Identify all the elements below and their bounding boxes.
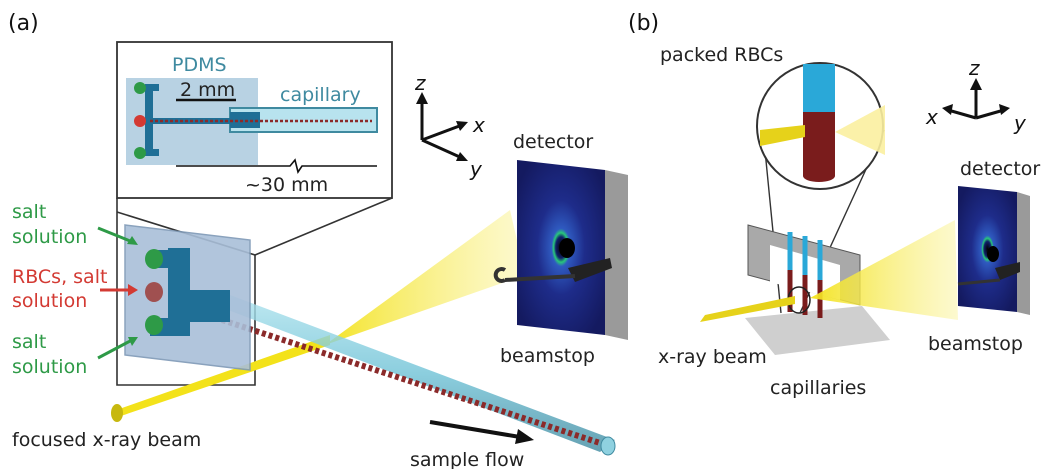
pdms-chip: [124, 224, 251, 371]
inset-box: PDMS 2 mm capillary ~30 mm: [116, 41, 393, 199]
flow-arrow: [429, 420, 521, 439]
capillaries-label: capillaries: [770, 377, 866, 399]
detector-a-label: detector: [513, 131, 593, 153]
detector-b: [957, 186, 1030, 315]
sample-holder: [745, 224, 890, 355]
detector-a: [493, 160, 628, 340]
inlet-bottom-label-2: solution: [12, 356, 87, 378]
inlet-top-label-1: salt: [12, 201, 46, 223]
beamstop-b-label: beamstop: [928, 333, 1023, 355]
inlet-middle-label-2: solution: [12, 290, 87, 312]
inlet-bottom-arrow: [97, 338, 133, 360]
incident-beam: [115, 335, 330, 418]
inlet-top-arrow: [97, 226, 136, 245]
pdms-label: PDMS: [172, 54, 227, 76]
scale-label: 2 mm: [180, 79, 235, 101]
panel-b-label: (b): [628, 11, 659, 36]
beam-b-label: x-ray beam: [658, 346, 767, 368]
inset-inlet-green-bottom: [134, 147, 146, 159]
length-bar: [176, 158, 377, 174]
beamstop-a-label: beamstop: [500, 345, 595, 367]
beam-b: [700, 296, 795, 322]
axis-b-y: y: [1013, 111, 1027, 135]
inlet-bottom-label-1: salt: [12, 331, 46, 353]
packed-label: packed RBCs: [660, 44, 783, 66]
inlet-middle-label-1: RBCs, salt: [12, 266, 107, 288]
inlet-top-label-2: solution: [12, 226, 87, 248]
capillary-tube: [215, 295, 616, 456]
flow-label: sample flow: [410, 449, 524, 469]
inset-inlet-red: [134, 115, 146, 127]
axes-b: [947, 85, 1005, 120]
length-label: ~30 mm: [245, 174, 328, 196]
axis-b-z: z: [968, 56, 980, 80]
axis-a-x: x: [472, 113, 485, 137]
capillary-label: capillary: [280, 84, 361, 106]
axis-b-x: x: [925, 105, 938, 129]
scattered-beam-b: [810, 220, 958, 320]
panel-a-label: (a): [8, 11, 39, 36]
scattered-beam-cone: [325, 210, 525, 345]
beam-a-label: focused x-ray beam: [12, 429, 201, 451]
axis-a-z: z: [414, 71, 426, 95]
magnifier: [756, 62, 885, 314]
detector-b-label: detector: [960, 158, 1040, 180]
inset-inlet-green-top: [134, 82, 146, 94]
axes-a: [420, 100, 463, 160]
axis-a-y: y: [469, 157, 483, 181]
